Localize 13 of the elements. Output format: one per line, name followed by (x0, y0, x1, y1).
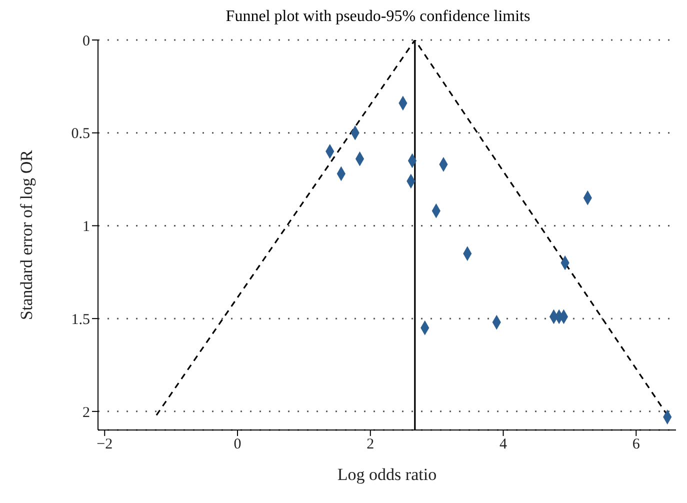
x-tick-label: 4 (500, 436, 508, 453)
y-tick-label: 1 (82, 219, 90, 236)
x-tick-label: −2 (96, 436, 113, 453)
x-axis-title: Log odds ratio (337, 465, 437, 484)
y-tick-label: 0 (82, 33, 90, 50)
x-tick-label: 6 (632, 436, 640, 453)
y-axis-title: Standard error of log OR (17, 149, 36, 320)
y-tick-label: 2 (82, 404, 90, 421)
y-tick-label: 1.5 (71, 312, 90, 328)
chart-title: Funnel plot with pseudo-95% confidence limits (224, 8, 532, 26)
x-tick-label: 0 (234, 436, 242, 453)
x-tick-label: 2 (366, 436, 374, 453)
y-tick-label: 0.5 (71, 126, 90, 142)
